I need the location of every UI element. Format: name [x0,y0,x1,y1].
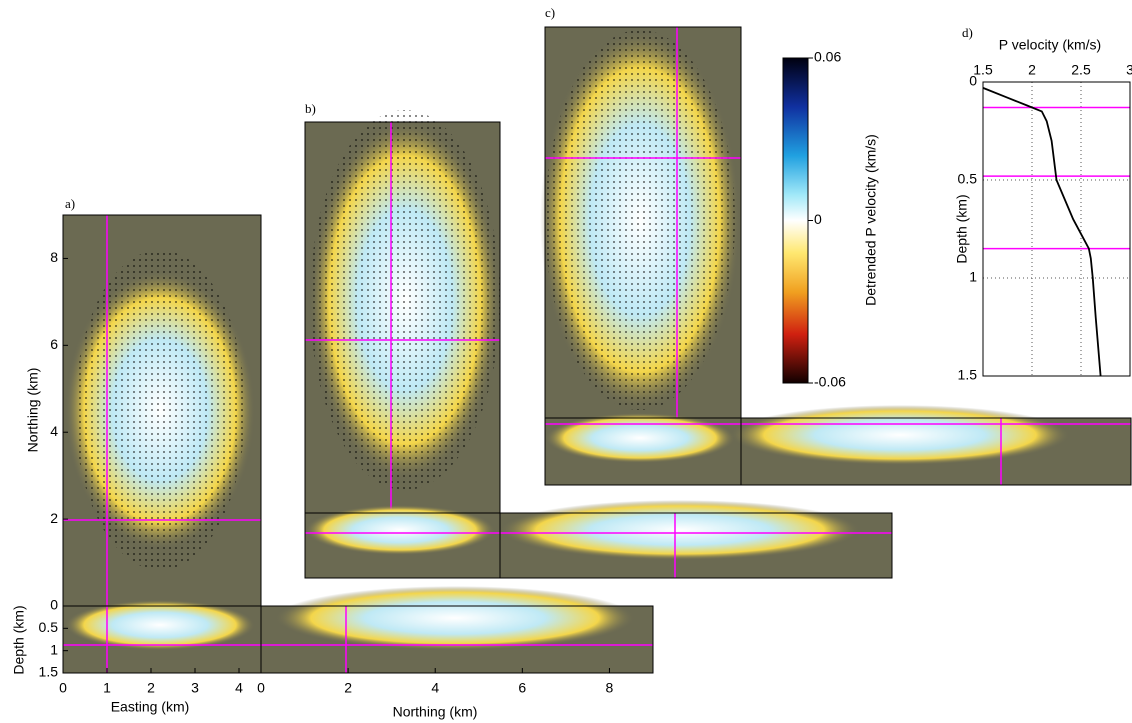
stations [545,30,735,410]
axis-label: Depth (km) [11,605,27,674]
y-tick-label: 0 [50,597,58,613]
x-tick-label: 3 [1126,62,1132,78]
y-tick-label: 2 [50,510,58,526]
colorbar-scale [783,58,808,383]
stations [310,110,500,490]
axis-label: Depth (km) [954,194,970,263]
x-tick-label: 0 [257,680,265,696]
axis-label: Northing (km) [393,704,478,720]
x-tick-label: 4 [235,680,243,696]
anomaly [500,500,860,560]
stations [75,250,245,570]
anomaly [545,413,735,463]
y-tick-label: 0.5 [39,619,59,635]
panel-label: c) [545,5,555,20]
x-tick-label: 8 [606,680,614,696]
panel-c: c) [540,5,1131,485]
x-tick-label: 2.5 [1071,62,1091,78]
chart-title: P velocity (km/s) [999,37,1101,53]
plot-frame [983,82,1130,376]
colorbar-label: Detrended P velocity (km/s) [863,134,879,306]
anomaly [275,586,635,650]
y-tick-label: 1 [969,269,977,285]
y-tick-label: 0 [969,73,977,89]
y-tick-label: 1 [50,641,58,657]
panel-label: b) [305,101,316,116]
panel-label: a) [65,196,75,211]
panel-label: d) [962,25,973,40]
x-tick-label: 0 [59,680,67,696]
colorbar-tick-label: 0.06 [814,49,841,65]
x-tick-label: 4 [431,680,439,696]
x-tick-label: 1 [103,680,111,696]
colorbar: Detrended P velocity (km/s) [783,58,879,383]
velocity-line [983,88,1101,376]
y-tick-label: 6 [50,336,58,352]
x-tick-label: 2 [344,680,352,696]
colorbar-tick-label: 0 [814,211,822,227]
x-tick-label: 3 [191,680,199,696]
x-tick-label: 2 [147,680,155,696]
y-tick-label: 8 [50,249,58,265]
anomaly [730,405,1070,465]
y-tick-label: 1.5 [39,664,59,680]
x-tick-label: 2 [1028,62,1036,78]
anomaly [65,600,255,650]
x-tick-label: 6 [518,680,526,696]
figure: a) Northing (km) Depth (km) Easting (km)… [0,0,1132,723]
y-tick-label: 0.5 [958,171,978,187]
axis-label: Northing (km) [25,368,41,453]
axis-label: Easting (km) [111,699,190,715]
y-tick-label: 4 [50,423,58,439]
y-tick-label: 1.5 [958,367,978,383]
colorbar-tick-label: -0.06 [814,374,846,390]
